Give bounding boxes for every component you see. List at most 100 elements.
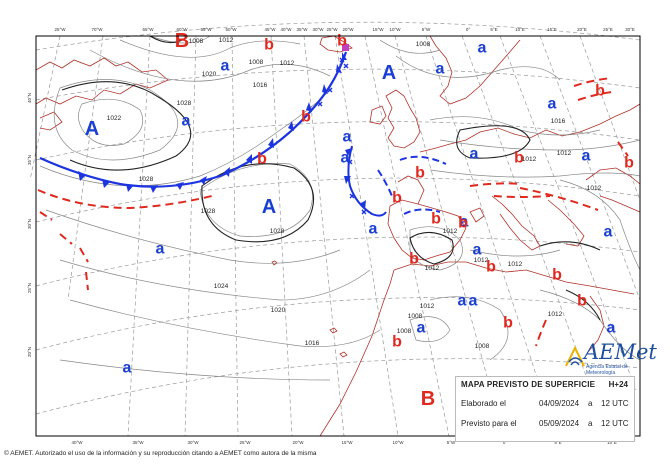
low-pressure-center: b: [415, 165, 425, 182]
lon-label-top: 5°E: [490, 27, 497, 32]
isobar-label: 1020: [202, 71, 217, 78]
lon-label-top: 25°W: [326, 27, 338, 32]
high-pressure-center: a: [458, 293, 467, 310]
low-pressure-center: b: [458, 215, 468, 232]
lon-label-bottom: 15°W: [341, 440, 353, 445]
low-pressure-center: b: [552, 267, 562, 284]
lon-label-top: 20°E: [577, 27, 587, 32]
latitude-labels: 40°N 35°N 30°N 25°N 20°N: [27, 93, 32, 357]
isobar-label: 1022: [107, 115, 122, 122]
legend-horizon: H+24: [608, 380, 628, 389]
lon-label-top: 50°W: [225, 27, 237, 32]
lat-label: 30°N: [27, 219, 32, 229]
high-pressure-center: a: [604, 224, 613, 241]
high-pressure-center: a: [341, 150, 350, 167]
legend-title: MAPA PREVISTO DE SUPERFICIE: [461, 380, 596, 389]
lon-label-top: 35°W: [296, 27, 308, 32]
isobar-label: 1008: [249, 59, 264, 66]
bottom-longitude-labels: 40°W 35°W 30°W 25°W 20°W 15°W 10°W 5°W 0° 5°E 10°E: [71, 440, 616, 445]
high-pressure-center: a: [343, 129, 352, 146]
high-pressure-center: a: [473, 242, 482, 259]
lat-label: 35°N: [27, 155, 32, 165]
isobar-value-labels: 1008 1012 1008 1012 1016 1020 1028 1022 1028 1028…: [107, 37, 602, 350]
lon-label-bottom: 40°W: [71, 440, 83, 445]
forecast-at: a: [588, 419, 593, 428]
elaborated-time: 12 UTC: [601, 399, 629, 408]
lon-label-top: 70°W: [91, 27, 103, 32]
forecast-time: 12 UTC: [601, 419, 629, 428]
isobar-label: 1012: [587, 185, 602, 192]
isobar-label: 1028: [270, 228, 285, 235]
lon-label-top: 30°E: [625, 27, 635, 32]
lon-label-top: 10°E: [515, 27, 525, 32]
isobar-label: 1008: [416, 41, 431, 48]
troughs-red: [37, 77, 629, 347]
cold-front: [39, 51, 348, 193]
map-frame: [35, 35, 641, 437]
lon-label-bottom: 0°: [503, 440, 508, 445]
high-pressure-center: a: [123, 360, 132, 377]
lat-label: 40°N: [27, 93, 32, 103]
elaborated-row: Elaborado el 04/09/2024 a 12 UTC: [461, 399, 631, 408]
isobar-label: 1012: [280, 60, 295, 67]
elaborated-label: Elaborado el: [461, 399, 506, 408]
aemet-logo-text: AEMet: [584, 340, 657, 364]
forecast-row: Previsto para el 05/09/2024 a 12 UTC: [461, 419, 631, 428]
isobar-label: 1012: [548, 311, 563, 318]
isobar-label: 1012: [420, 303, 435, 310]
lon-label-bottom: 20°W: [292, 440, 304, 445]
low-pressure-center: b: [409, 251, 419, 268]
elaborated-at: a: [588, 399, 593, 408]
low-pressure-center: b: [514, 150, 524, 167]
isobar-label: 1016: [253, 82, 268, 89]
cold-front-east: [317, 57, 387, 217]
lon-label-top: 40°W: [280, 27, 292, 32]
lon-label-bottom: 35°W: [132, 440, 144, 445]
low-pressure-center: b: [257, 151, 267, 168]
low-pressure-center: b: [431, 211, 441, 228]
high-pressure-center: A: [262, 196, 276, 218]
isobar-label: 1028: [177, 100, 192, 107]
isobar-label: 1016: [551, 118, 566, 125]
high-pressure-center: A: [382, 62, 396, 84]
isobar-label: 1008: [189, 38, 204, 45]
isobar-label: 1008: [397, 328, 412, 335]
low-pressure-center: b: [392, 190, 402, 207]
lon-label-top: 0°: [466, 27, 471, 32]
aemet-logo-subtitle: Agencia Estatal de Meteorología: [586, 364, 628, 376]
elaborated-date: 04/09/2024: [539, 399, 580, 408]
lon-label-top: 5°W: [422, 27, 431, 32]
lat-lon-grid: [29, 21, 641, 437]
high-pressure-center: a: [369, 221, 378, 238]
lon-label-top: 25°E: [603, 27, 613, 32]
lon-label-top: 10°W: [389, 27, 401, 32]
isobar-label: 1012: [522, 156, 537, 163]
lat-label: 20°N: [27, 347, 32, 357]
forecast-legend-box: MAPA PREVISTO DE SUPERFICIE H+24 Elabora…: [455, 376, 635, 442]
isobar-label: 1008: [408, 313, 423, 320]
top-longitude-labels: 25°W 70°W 65°W 60°W 55°W 50°W 45°W 40°W 35°W 30°W…: [54, 27, 634, 32]
high-pressure-center: a: [548, 96, 557, 113]
low-pressure-center: b: [337, 33, 347, 50]
low-pressure-center: B: [175, 30, 189, 52]
lat-label: 25°N: [27, 283, 32, 293]
high-pressure-center: a: [470, 146, 479, 163]
high-pressure-center: A: [85, 118, 99, 140]
lon-label-bottom: 5°W: [447, 440, 456, 445]
high-pressure-center: a: [607, 320, 616, 337]
troughs-blue: [377, 155, 447, 215]
lon-label-bottom: 25°W: [239, 440, 251, 445]
low-pressure-center: b: [301, 109, 311, 126]
lon-label-top: 20°W: [342, 27, 354, 32]
isobar-label: 1020: [271, 307, 286, 314]
isobar-label: 1012: [443, 228, 458, 235]
isobar-label: 1008: [475, 343, 490, 350]
lon-label-top: 25°W: [54, 27, 66, 32]
occlusion-point: [342, 44, 349, 51]
high-pressure-center: a: [156, 241, 165, 258]
isobars-bold: [61, 35, 601, 321]
high-pressure-center: a: [582, 148, 591, 165]
low-pressure-center: B: [421, 388, 435, 410]
